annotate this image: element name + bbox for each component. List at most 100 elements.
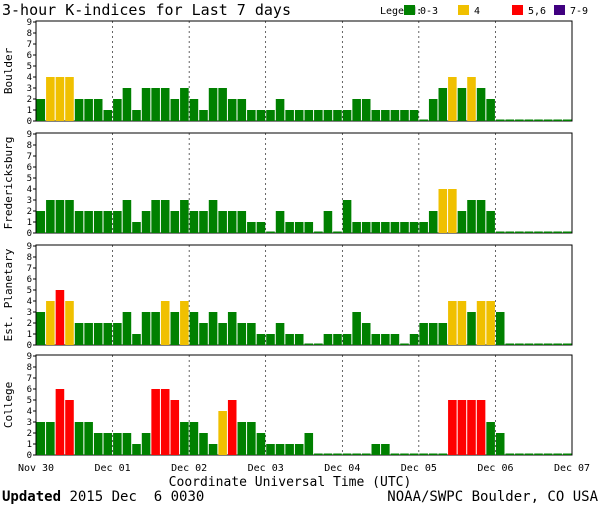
bar [199, 211, 208, 233]
panels: Boulder0123456789Fredericksburg012345678… [2, 18, 573, 461]
bar [132, 222, 141, 233]
y-tick-label: 5 [27, 396, 32, 406]
bar [419, 222, 428, 233]
y-tick-label: 1 [27, 440, 32, 450]
bar [74, 211, 84, 233]
y-tick-label: 6 [27, 163, 32, 173]
bar [419, 119, 428, 121]
bar [438, 323, 448, 345]
bar [534, 119, 543, 121]
y-tick-label: 2 [27, 429, 32, 439]
bar [390, 453, 400, 455]
bar [467, 312, 476, 345]
bar [505, 119, 515, 121]
bar [208, 88, 218, 121]
bar [505, 453, 515, 455]
bar [333, 453, 342, 455]
y-tick-label: 8 [27, 363, 32, 373]
bar [448, 301, 457, 345]
bar [457, 211, 467, 233]
bar [285, 444, 294, 455]
bar [409, 110, 419, 121]
bar [428, 211, 438, 233]
bar [266, 110, 275, 121]
bar [323, 110, 333, 121]
bar [524, 119, 534, 121]
bar [199, 323, 208, 345]
x-tick-label: Nov 30 [18, 463, 54, 474]
y-tick-label: 7 [27, 374, 32, 384]
bar [314, 231, 323, 233]
bar [237, 99, 247, 121]
y-tick-label: 7 [27, 264, 32, 274]
bar [256, 110, 266, 121]
bar [381, 334, 390, 345]
bar [553, 453, 562, 455]
bar [93, 211, 103, 233]
bar [467, 77, 476, 121]
bar [352, 222, 361, 233]
y-tick-label: 3 [27, 418, 32, 428]
bar [132, 334, 141, 345]
bar [237, 323, 247, 345]
bar [534, 343, 543, 345]
bar [46, 200, 55, 233]
bar [495, 231, 505, 233]
panel-label: Est. Planetary [2, 248, 15, 341]
legend-label: Legend: [380, 6, 422, 17]
bar [160, 389, 170, 455]
bar [36, 211, 46, 233]
bar [294, 444, 304, 455]
y-tick-label: 7 [27, 152, 32, 162]
bar [218, 323, 227, 345]
bar [189, 99, 199, 121]
bar [151, 312, 160, 345]
bar [84, 211, 93, 233]
y-tick-label: 6 [27, 51, 32, 61]
y-tick-label: 6 [27, 385, 32, 395]
y-tick-label: 6 [27, 275, 32, 285]
bar [256, 334, 266, 345]
bar [266, 231, 275, 233]
bar [409, 222, 419, 233]
bar [294, 334, 304, 345]
y-tick-label: 4 [27, 407, 32, 417]
legend-swatch-3 [554, 5, 565, 15]
x-axis-title: Coordinate Universal Time (UTC) [169, 475, 412, 488]
bar [141, 88, 151, 121]
bar [122, 433, 132, 455]
bar [218, 411, 227, 455]
y-tick-label: 8 [27, 29, 32, 39]
bar [113, 433, 122, 455]
bar [46, 422, 55, 455]
bar [74, 422, 84, 455]
bar [381, 444, 390, 455]
bar [227, 99, 237, 121]
bar [103, 323, 113, 345]
bar [113, 99, 122, 121]
bar [266, 334, 275, 345]
bar [132, 444, 141, 455]
bar [543, 231, 553, 233]
bar [266, 444, 275, 455]
bar [93, 323, 103, 345]
bar [524, 231, 534, 233]
bar [515, 231, 524, 233]
bar [314, 453, 323, 455]
bar [400, 110, 409, 121]
bar [180, 200, 189, 233]
bar [438, 88, 448, 121]
bar [352, 453, 361, 455]
bar [36, 312, 46, 345]
y-tick-label: 4 [27, 185, 32, 195]
bar [562, 231, 572, 233]
legend: 0-3 4 5,6 7-9 [404, 5, 588, 17]
bar [495, 433, 505, 455]
updated-label: Updated [2, 489, 62, 505]
bar [562, 119, 572, 121]
bar [55, 77, 65, 121]
bar [275, 323, 285, 345]
bar [428, 453, 438, 455]
bar [400, 343, 409, 345]
